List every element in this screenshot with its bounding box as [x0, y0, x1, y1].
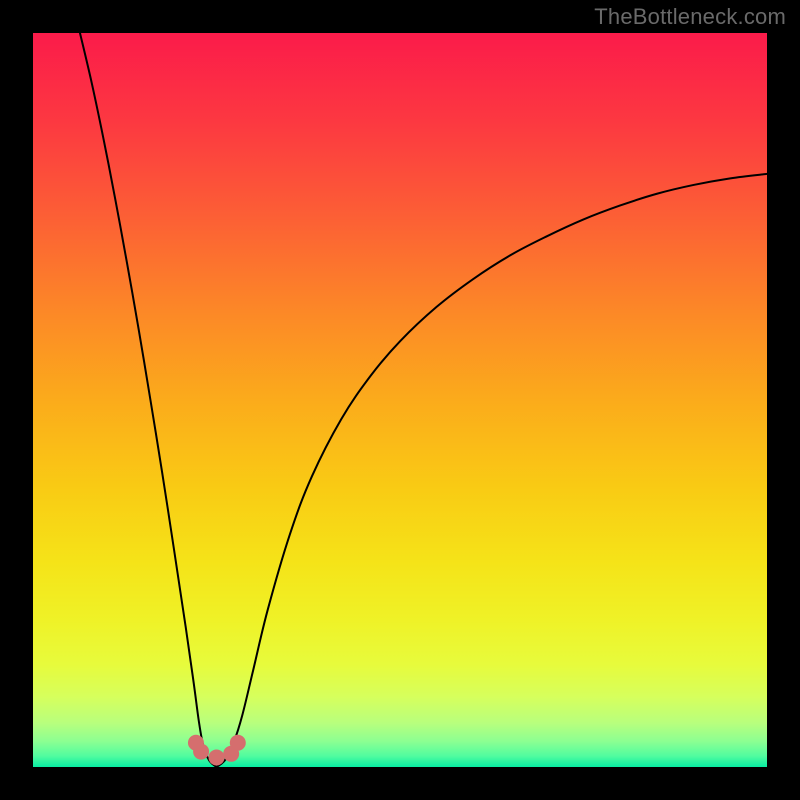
curve-marker [193, 744, 209, 760]
curve-marker [230, 735, 246, 751]
bottleneck-curve-chart [33, 33, 767, 767]
plot-area [33, 33, 767, 767]
curve-marker [209, 749, 225, 765]
watermark-label: TheBottleneck.com [594, 4, 786, 30]
chart-container: TheBottleneck.com [0, 0, 800, 800]
chart-background [33, 33, 767, 767]
